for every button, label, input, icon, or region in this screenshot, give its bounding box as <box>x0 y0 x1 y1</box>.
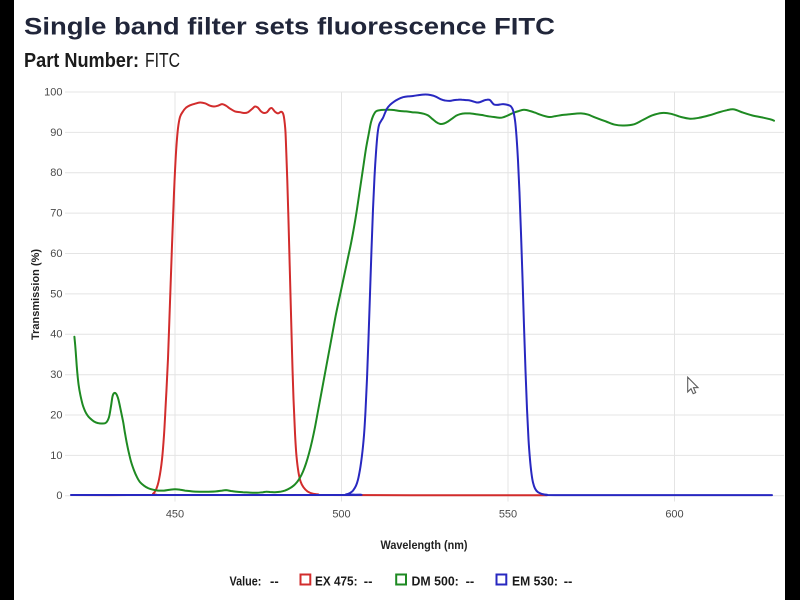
svg-text:50: 50 <box>50 288 62 300</box>
svg-text:30: 30 <box>50 369 62 381</box>
svg-text:--: -- <box>364 574 373 589</box>
svg-text:Value:: Value: <box>230 574 262 589</box>
svg-text:EM 530:: EM 530: <box>512 574 558 589</box>
svg-text:DM 500:: DM 500: <box>412 574 459 589</box>
svg-text:Transmission (%): Transmission (%) <box>30 249 42 340</box>
svg-text:0: 0 <box>56 490 62 502</box>
svg-text:60: 60 <box>50 248 62 260</box>
svg-text:500: 500 <box>332 509 350 521</box>
svg-text:--: -- <box>466 574 475 589</box>
svg-text:20: 20 <box>50 409 62 421</box>
svg-text:70: 70 <box>50 208 62 220</box>
svg-text:--: -- <box>270 574 279 589</box>
svg-text:80: 80 <box>50 167 62 179</box>
svg-text:Single band filter sets fluore: Single band filter sets fluorescence FIT… <box>24 13 555 40</box>
svg-text:40: 40 <box>50 329 62 341</box>
svg-text:Wavelength (nm): Wavelength (nm) <box>381 538 468 552</box>
svg-text:--: -- <box>564 574 573 589</box>
svg-text:90: 90 <box>50 127 62 139</box>
svg-text:Part Number:FITC: Part Number: FITC <box>24 50 180 72</box>
svg-text:100: 100 <box>44 86 62 98</box>
svg-text:550: 550 <box>499 509 517 521</box>
svg-text:450: 450 <box>166 509 184 521</box>
svg-text:10: 10 <box>50 450 62 462</box>
svg-text:EX 475:: EX 475: <box>315 574 358 589</box>
svg-text:600: 600 <box>665 509 683 521</box>
